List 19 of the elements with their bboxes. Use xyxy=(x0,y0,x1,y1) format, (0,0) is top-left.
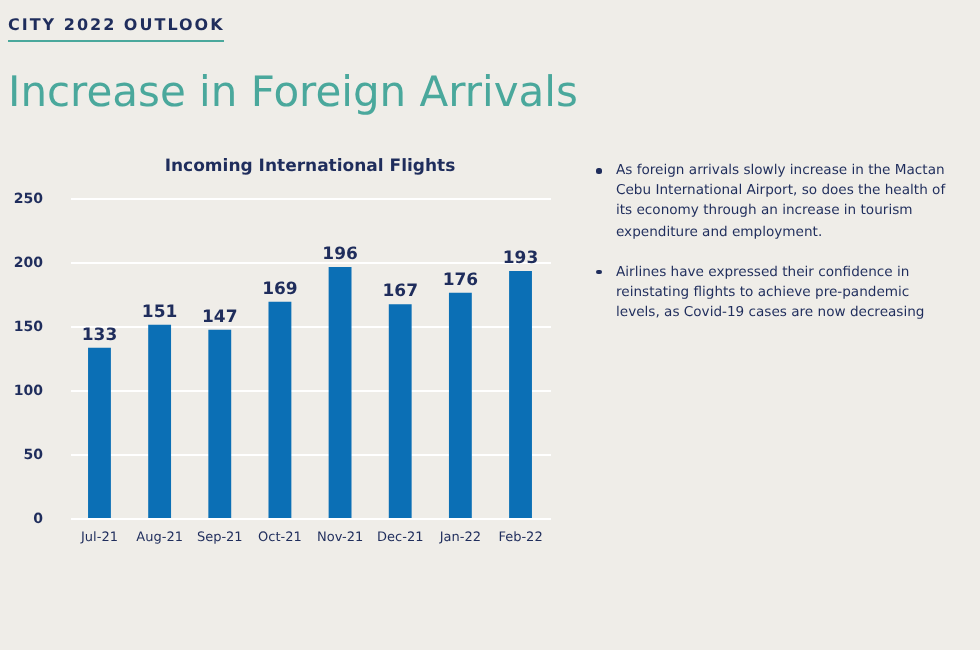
bar xyxy=(208,329,232,518)
data-label: 169 xyxy=(262,279,298,300)
bar xyxy=(268,301,292,518)
bar xyxy=(448,292,472,518)
text: CITY 2022 OUTLOOK xyxy=(8,16,225,42)
text: Increase in Foreign Arrivals xyxy=(8,68,578,116)
bar xyxy=(509,270,532,518)
data-label: 193 xyxy=(502,248,539,269)
bar xyxy=(88,347,111,518)
data-label: 176 xyxy=(442,270,479,291)
data-label: 167 xyxy=(382,282,419,303)
bar xyxy=(328,267,352,518)
data-label: 196 xyxy=(322,245,358,266)
chart-title: Incoming International Flights xyxy=(164,157,456,177)
bar xyxy=(388,304,412,518)
data-label: 151 xyxy=(141,302,178,323)
data-label: 133 xyxy=(81,325,118,346)
bar xyxy=(148,324,172,518)
data-label: 147 xyxy=(202,307,238,328)
